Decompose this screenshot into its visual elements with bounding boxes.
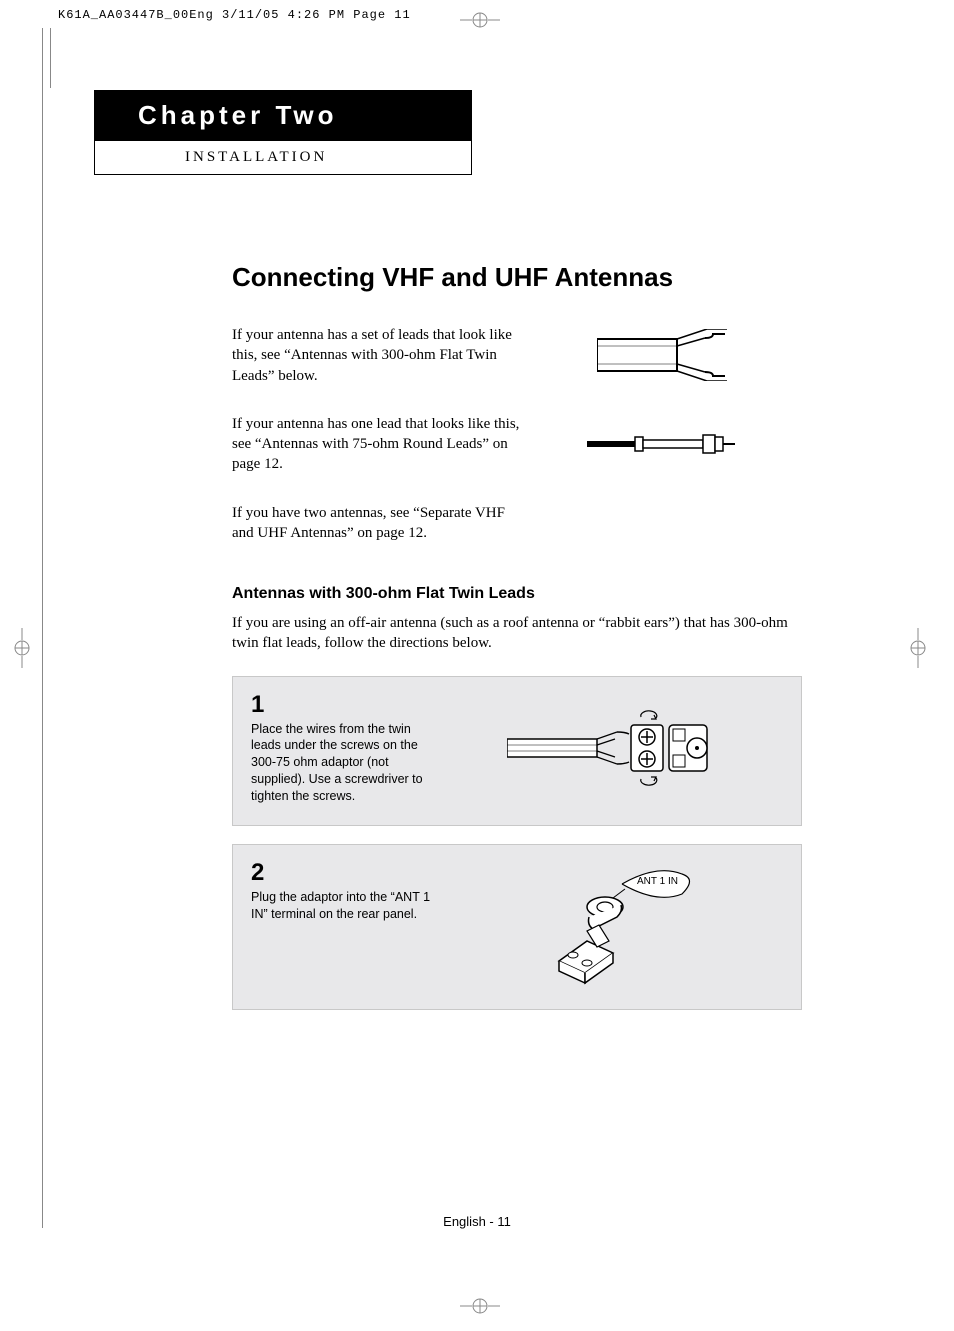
- step-2-diagram: ANT 1 IN: [441, 859, 783, 989]
- file-header: K61A_AA03447B_00Eng 3/11/05 4:26 PM Page…: [58, 8, 411, 22]
- crop-mark-top: [460, 6, 500, 39]
- chapter-title: Chapter Two: [94, 90, 472, 141]
- intro-text-3: If you have two antennas, see “Separate …: [232, 503, 522, 544]
- flat-twin-lead-diagram: [522, 325, 802, 386]
- intro-row-1: If your antenna has a set of leads that …: [232, 325, 802, 386]
- step-2-text: Plug the adaptor into the “ANT 1 IN” ter…: [251, 889, 441, 923]
- step-2-box: 2 Plug the adaptor into the “ANT 1 IN” t…: [232, 844, 802, 1010]
- step-1-diagram: [441, 691, 783, 805]
- crop-mark-right: [904, 628, 932, 673]
- round-lead-icon: [587, 433, 737, 455]
- step-1-box: 1 Place the wires from the twin leads un…: [232, 676, 802, 826]
- page-footer: English - 11: [0, 1214, 954, 1229]
- step-2-left: 2 Plug the adaptor into the “ANT 1 IN” t…: [251, 859, 441, 989]
- ant-label: ANT 1 IN: [637, 876, 678, 887]
- flat-lead-icon: [597, 329, 727, 381]
- intro-row-2: If your antenna has one lead that looks …: [232, 414, 802, 475]
- section-title: Connecting VHF and UHF Antennas: [232, 262, 802, 293]
- adaptor-diagram-icon: [507, 705, 717, 791]
- intro-row-3: If you have two antennas, see “Separate …: [232, 503, 802, 544]
- chapter-header: Chapter Two INSTALLATION: [94, 90, 472, 175]
- ant-terminal-diagram-icon: ANT 1 IN: [517, 859, 707, 989]
- step-1-number: 1: [251, 691, 441, 719]
- crop-target-icon: [904, 628, 932, 668]
- crop-mark-left: [8, 628, 36, 673]
- subsection-body: If you are using an off-air antenna (suc…: [232, 613, 802, 654]
- crop-line: [42, 28, 43, 1228]
- intro-text-2: If your antenna has one lead that looks …: [232, 414, 522, 475]
- round-lead-diagram: [522, 414, 802, 475]
- intro-text-1: If your antenna has a set of leads that …: [232, 325, 522, 386]
- step-2-number: 2: [251, 859, 441, 887]
- crop-target-icon: [460, 6, 500, 34]
- crop-mark-bottom: [460, 1292, 500, 1325]
- crop-target-icon: [8, 628, 36, 668]
- chapter-subtitle: INSTALLATION: [94, 141, 472, 175]
- crop-target-icon: [460, 1292, 500, 1320]
- step-1-left: 1 Place the wires from the twin leads un…: [251, 691, 441, 805]
- main-content: Connecting VHF and UHF Antennas If your …: [232, 262, 802, 1028]
- step-1-text: Place the wires from the twin leads unde…: [251, 721, 441, 805]
- crop-line: [50, 28, 51, 88]
- subsection-heading: Antennas with 300-ohm Flat Twin Leads: [232, 585, 802, 603]
